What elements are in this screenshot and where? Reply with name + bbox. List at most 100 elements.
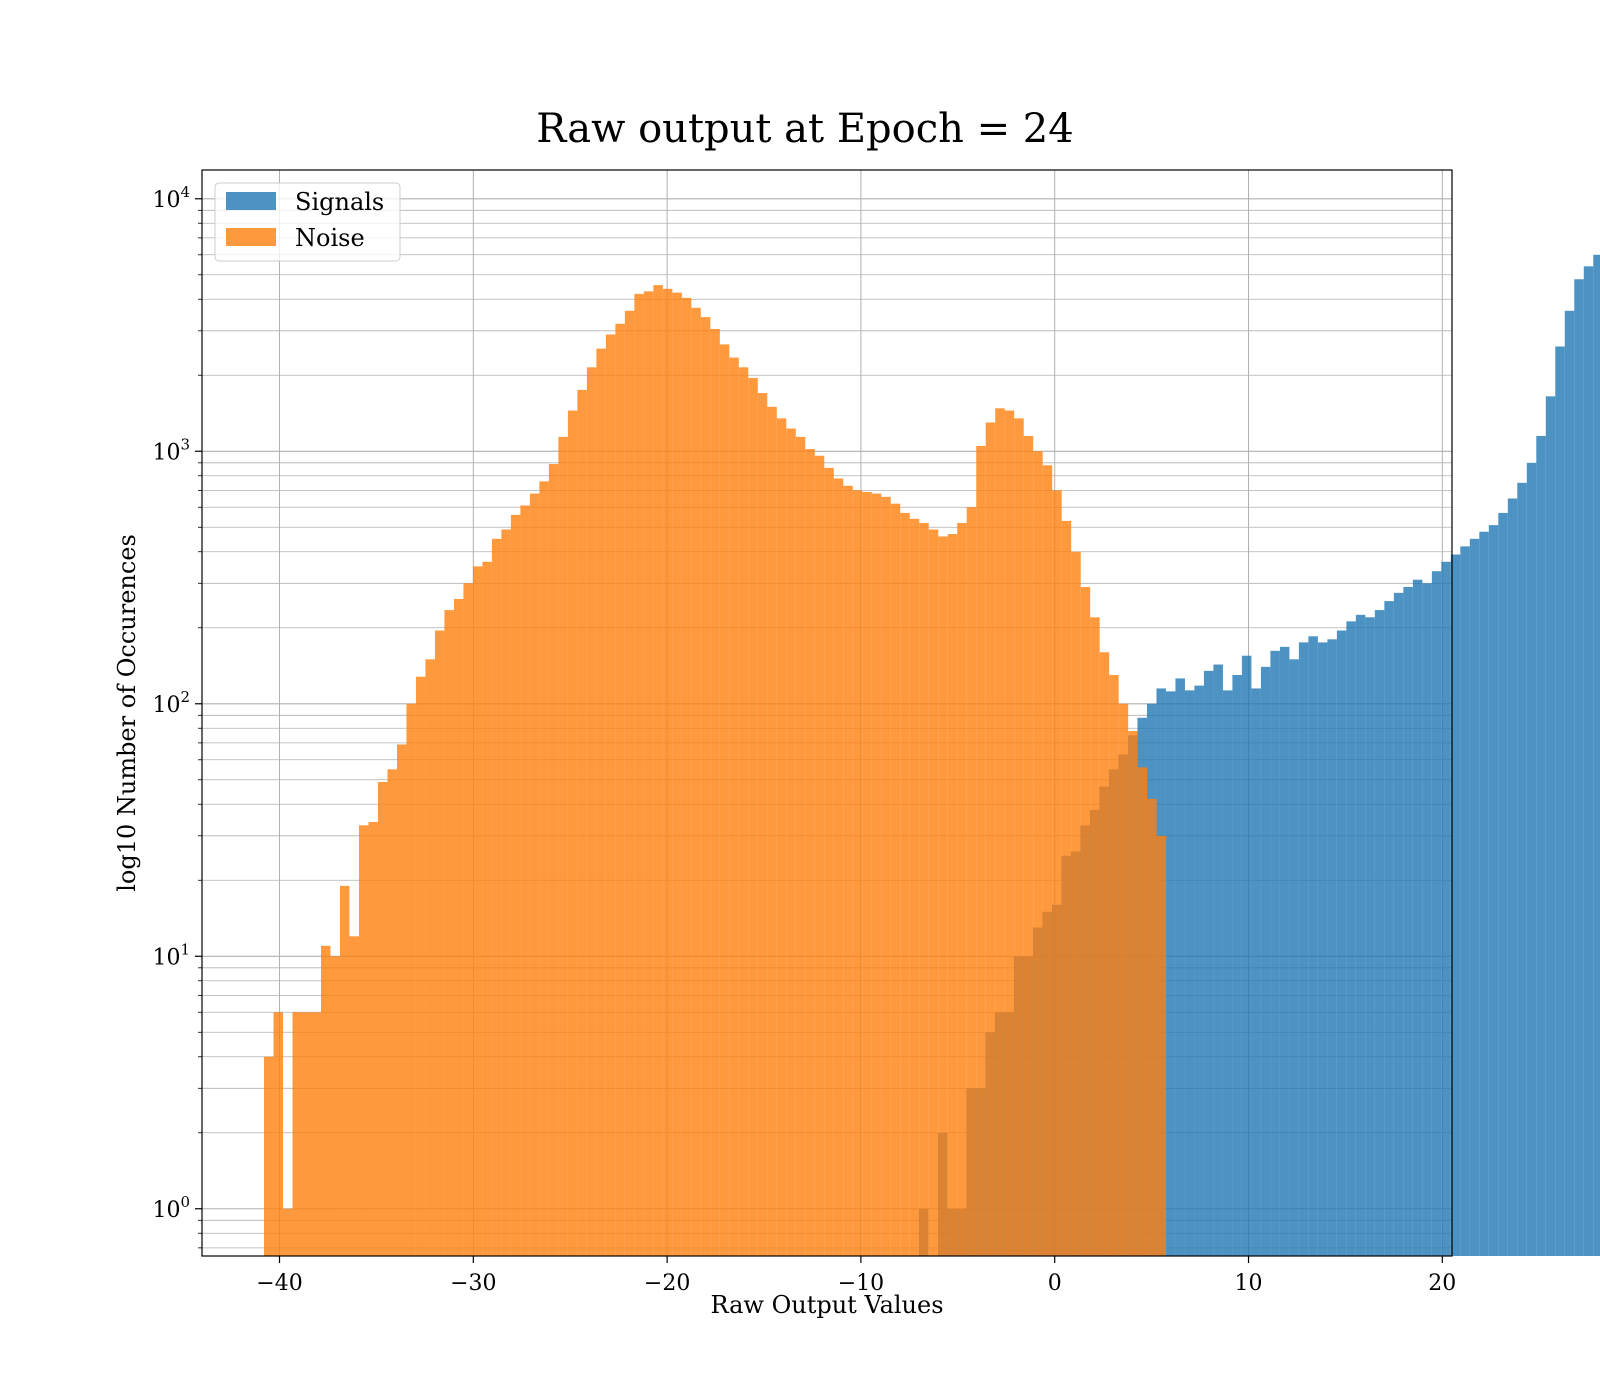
signals-bar (1365, 617, 1375, 1256)
noise-bar (1042, 465, 1053, 1256)
noise-bar (881, 496, 891, 1256)
noise-bar (339, 885, 350, 1256)
signals-bar (1251, 688, 1261, 1256)
noise-bar (795, 436, 806, 1256)
noise-bar (748, 378, 758, 1256)
noise-bar (1023, 435, 1034, 1256)
noise-bar (586, 367, 597, 1257)
noise-bar (843, 485, 853, 1256)
noise-bar (1033, 451, 1043, 1257)
signals-bar (1222, 690, 1233, 1256)
noise-bar (710, 328, 720, 1256)
plot-area-frame (201, 169, 1453, 1257)
signals-bar (1203, 670, 1214, 1256)
noise-bar (377, 781, 388, 1256)
noise-bar (396, 744, 407, 1256)
signals-bar (1327, 639, 1337, 1256)
noise-bar (947, 534, 958, 1256)
noise-bar (767, 406, 777, 1257)
noise-bar (434, 630, 445, 1256)
noise-bar (311, 1012, 321, 1256)
signals-bar (1374, 610, 1385, 1256)
y-tick-label: 101 (152, 940, 190, 970)
noise-bar (729, 357, 739, 1256)
noise-bar (425, 659, 435, 1256)
noise-bar (871, 493, 882, 1256)
noise-bar (681, 297, 692, 1257)
signals-bar (1479, 531, 1489, 1256)
noise-bar (852, 490, 863, 1256)
signals-bar (1526, 462, 1537, 1256)
noise-bar (558, 436, 568, 1256)
noise-bar (1090, 617, 1100, 1256)
x-tick-label: 10 (1235, 1271, 1263, 1296)
signals-bar (1232, 674, 1242, 1256)
signals-bar (1555, 346, 1565, 1256)
noise-bar (909, 518, 920, 1256)
noise-bar (302, 1012, 312, 1256)
signals-bar (1355, 614, 1366, 1256)
noise-bar (406, 703, 416, 1256)
signals-bar (1279, 646, 1290, 1256)
signals-bar (1346, 621, 1356, 1256)
noise-bar (919, 522, 929, 1256)
chart-title: Raw output at Epoch = 24 (536, 106, 1073, 152)
noise-bar (491, 538, 502, 1256)
signals-bar (1450, 554, 1461, 1256)
signals-bar (1441, 561, 1451, 1256)
noise-bar (283, 1208, 293, 1256)
noise-bar (605, 334, 616, 1256)
signals-bar (1593, 254, 1600, 1256)
legend: Signals Noise (214, 182, 401, 262)
signals-bar (1289, 659, 1299, 1256)
noise-bar (776, 418, 787, 1256)
noise-bar (957, 522, 967, 1256)
x-tick-label: −40 (256, 1271, 302, 1296)
noise-bar (938, 536, 948, 1256)
x-tick-label: 20 (1428, 1271, 1456, 1296)
noise-bar (1004, 410, 1015, 1256)
noise-bar (264, 1056, 274, 1256)
x-tick-label: −10 (838, 1271, 884, 1296)
signals-bar (1317, 642, 1328, 1256)
noise-bar (539, 481, 549, 1256)
noise-bar (900, 512, 910, 1256)
noise-bar (719, 344, 730, 1256)
noise-bar (1014, 418, 1024, 1256)
signals-bar (1213, 664, 1223, 1256)
noise-bar (387, 769, 397, 1256)
signals-bar (1270, 650, 1280, 1256)
signals-bar (1336, 630, 1347, 1256)
noise-bar (567, 410, 578, 1256)
noise-bar (1109, 674, 1119, 1256)
noise-bar (415, 676, 426, 1256)
noise-bar (529, 493, 540, 1256)
noise-bar (358, 825, 369, 1256)
noise-bar (653, 285, 663, 1256)
x-tick-label: −20 (644, 1271, 690, 1296)
signals-bar (1194, 685, 1204, 1256)
noise-bar (928, 529, 939, 1256)
y-axis-ticks: 100 101 102 103 104 (152, 183, 202, 1249)
noise-bar (273, 1012, 284, 1256)
noise-bar (349, 936, 359, 1256)
histogram-bars (264, 254, 1600, 1257)
noise-bar (1080, 587, 1091, 1256)
signals-bar (1384, 601, 1394, 1256)
signals-bar (1403, 587, 1413, 1256)
noise-bar (738, 367, 749, 1257)
noise-bar (577, 389, 587, 1256)
noise-bar (643, 291, 654, 1256)
noise-bar (368, 822, 378, 1256)
signals-bar (1165, 691, 1176, 1256)
noise-bar (700, 317, 711, 1256)
signals-bar (1488, 525, 1499, 1256)
signals-bar (1184, 690, 1195, 1256)
legend-swatch-noise (226, 228, 276, 246)
noise-bar (1118, 703, 1129, 1256)
noise-bar (624, 310, 635, 1257)
noise-bar (1128, 731, 1138, 1256)
noise-bar (691, 307, 701, 1257)
noise-bar (786, 428, 796, 1256)
